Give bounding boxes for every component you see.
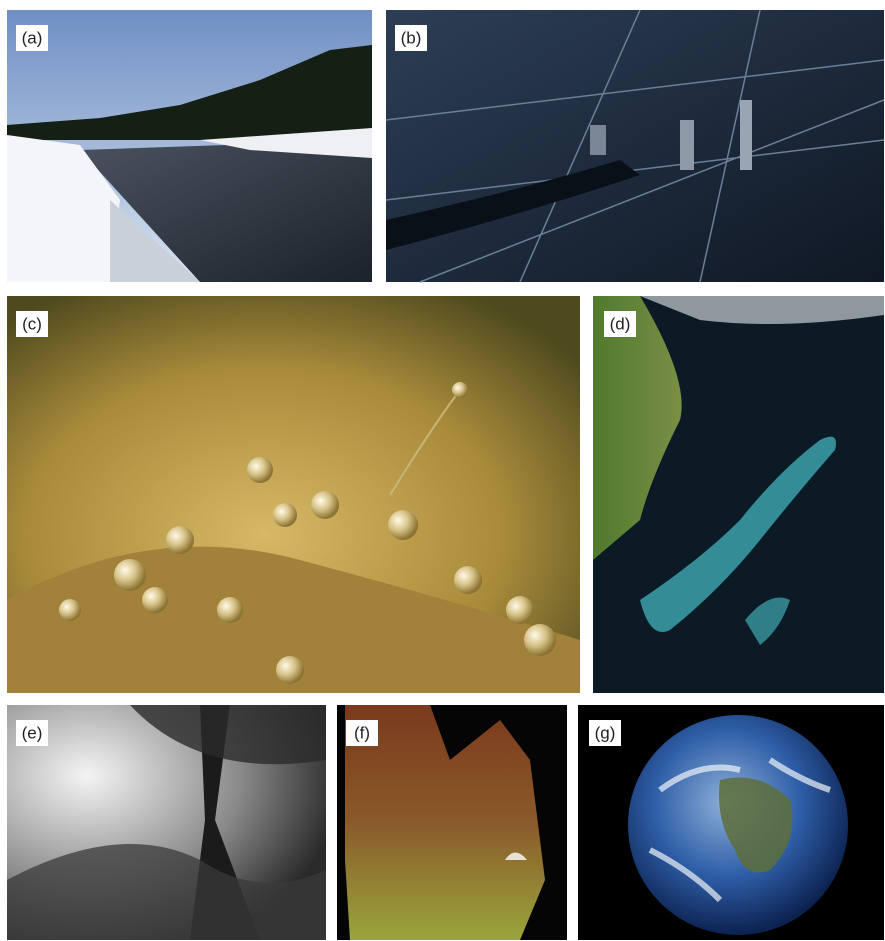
panel-label: (b) bbox=[401, 28, 422, 47]
bubble bbox=[247, 457, 273, 483]
panel-label: (g) bbox=[595, 723, 616, 742]
bubble bbox=[311, 491, 339, 519]
panel-label: (d) bbox=[610, 314, 631, 333]
bubble bbox=[59, 599, 81, 621]
bubble bbox=[142, 587, 168, 613]
bubble bbox=[454, 566, 482, 594]
bubble bbox=[506, 596, 534, 624]
bubble bbox=[452, 382, 468, 398]
bubble bbox=[388, 510, 418, 540]
bubble bbox=[114, 559, 146, 591]
label-a: (a) bbox=[16, 25, 48, 51]
label-d: (d) bbox=[604, 311, 636, 337]
photo-c bbox=[7, 296, 580, 693]
photo-g bbox=[578, 705, 884, 940]
river bbox=[386, 160, 640, 250]
photo-a bbox=[7, 10, 372, 282]
river bbox=[80, 140, 372, 282]
canopy bbox=[7, 844, 326, 940]
label-c: (c) bbox=[16, 311, 48, 337]
tower bbox=[590, 125, 606, 155]
far-snow bbox=[200, 128, 372, 158]
bubble bbox=[524, 624, 556, 656]
mat bbox=[7, 546, 580, 693]
panel-label: (c) bbox=[22, 314, 42, 333]
bubble bbox=[166, 526, 194, 554]
clouds bbox=[640, 296, 884, 324]
clouds bbox=[648, 757, 831, 903]
tower bbox=[680, 120, 694, 170]
bubble bbox=[276, 656, 304, 684]
canopy bbox=[130, 705, 326, 765]
roads bbox=[385, 9, 885, 283]
stump bbox=[345, 705, 545, 940]
tower bbox=[740, 100, 752, 170]
photo-b bbox=[385, 9, 885, 283]
mushroom bbox=[505, 852, 527, 860]
snow-bank bbox=[7, 135, 120, 282]
photo-d bbox=[593, 296, 884, 693]
label-e: (e) bbox=[16, 720, 48, 746]
panel-label: (f) bbox=[354, 723, 370, 742]
stalk bbox=[389, 389, 461, 496]
bubble bbox=[217, 597, 243, 623]
panel-label: (e) bbox=[22, 723, 43, 742]
label-f: (f) bbox=[346, 720, 378, 746]
forest bbox=[7, 45, 372, 140]
panel-label: (a) bbox=[22, 28, 43, 47]
bloom bbox=[745, 597, 790, 645]
label-b: (b) bbox=[395, 25, 427, 51]
photo-e bbox=[7, 705, 326, 940]
city bbox=[386, 10, 884, 282]
ice bbox=[110, 200, 200, 282]
bloom bbox=[640, 436, 836, 632]
continent bbox=[719, 777, 793, 873]
photo-f bbox=[337, 705, 567, 940]
label-g: (g) bbox=[589, 720, 621, 746]
bubble bbox=[273, 503, 297, 527]
land bbox=[593, 296, 682, 560]
